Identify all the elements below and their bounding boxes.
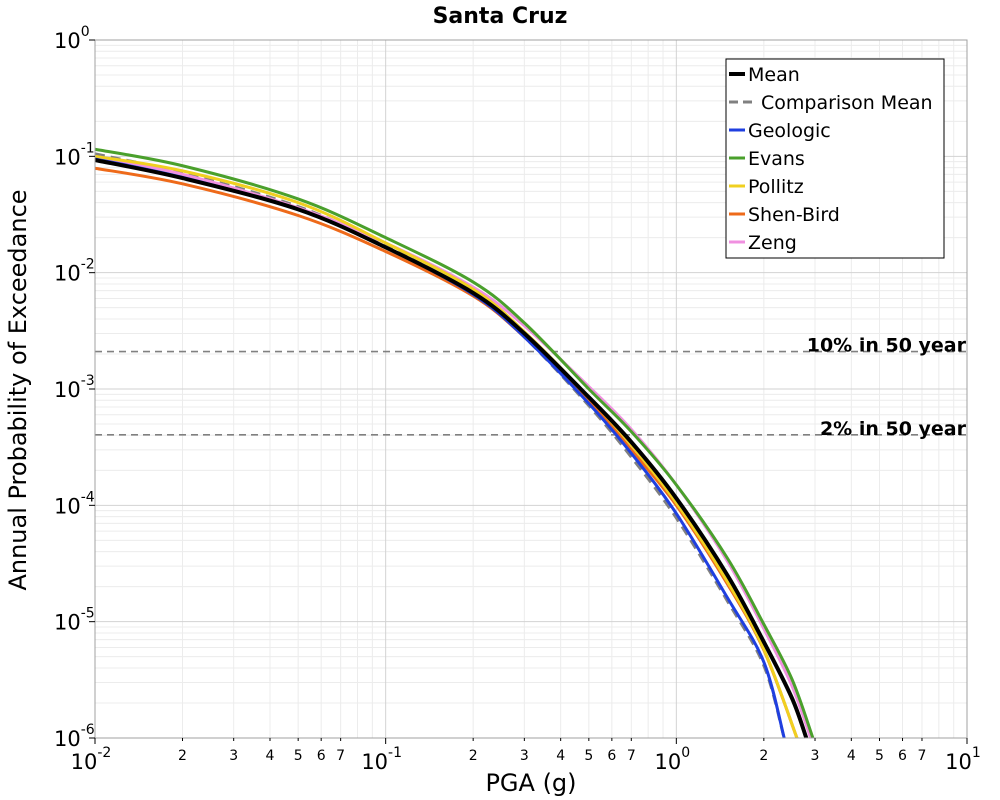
x-minor-tick-label: 6 [317,748,326,764]
x-tick-label: 10-1 [361,745,402,774]
x-minor-tick-label: 7 [336,748,345,764]
legend: Mean Comparison Mean Geologic Evans Pollitz S… [725,58,945,259]
x-tick-label: 10-2 [71,745,112,774]
x-minor-tick-label: 5 [294,748,303,764]
x-tick-label: 101 [945,745,981,774]
y-tick-label: 10-2 [54,257,95,286]
x-minor-tick-label: 5 [875,748,884,764]
x-minor-tick-label: 5 [584,748,593,764]
series-lines [94,147,815,739]
reference-line-label: 10% in 50 year [807,335,967,357]
reference-lines: 10% in 50 year 2% in 50 year [95,335,967,440]
x-minor-tick-label: 4 [556,748,565,764]
x-minor-tick-label: 6 [898,748,907,764]
x-minor-tick-label: 7 [627,748,636,764]
reference-line-label: 2% in 50 year [820,418,967,440]
x-minor-tick-label: 4 [847,748,856,764]
y-tick-label: 10-4 [54,489,95,518]
legend-label-pollitz: Pollitz [748,176,804,198]
legend-label-evans: Evans [748,148,805,170]
x-minor-tick-label: 2 [759,748,768,764]
legend-label-comparison-mean: Comparison Mean [761,92,933,114]
chart-title: Santa Cruz [433,4,568,29]
x-minor-tick-label: 6 [607,748,616,764]
y-tick-label: 100 [54,24,90,53]
y-axis-ticks: 100 10-1 10-2 10-3 10-4 10-5 10-6 [54,24,95,751]
y-axis-label: Annual Probability of Exceedance [4,189,32,590]
legend-label-shen-bird: Shen-Bird [748,204,840,226]
legend-label-geologic: Geologic [748,120,831,142]
y-tick-label: 10-5 [54,606,95,635]
legend-label-zeng: Zeng [748,232,797,254]
x-axis-label: PGA (g) [485,769,576,797]
x-minor-tick-label: 4 [266,748,275,764]
x-minor-tick-label: 3 [520,748,529,764]
x-tick-label: 100 [655,745,691,774]
y-tick-label: 10-6 [54,722,95,751]
x-minor-tick-label: 2 [469,748,478,764]
x-minor-tick-label: 2 [178,748,187,764]
x-minor-tick-label: 3 [229,748,238,764]
series-line-mean [94,158,809,739]
y-tick-label: 10-1 [54,140,95,169]
x-minor-tick-label: 3 [811,748,820,764]
series-line-evans [94,147,815,739]
x-minor-tick-label: 7 [918,748,927,764]
y-tick-label: 10-3 [54,373,95,402]
legend-box [725,58,945,259]
legend-label-mean: Mean [748,64,800,86]
